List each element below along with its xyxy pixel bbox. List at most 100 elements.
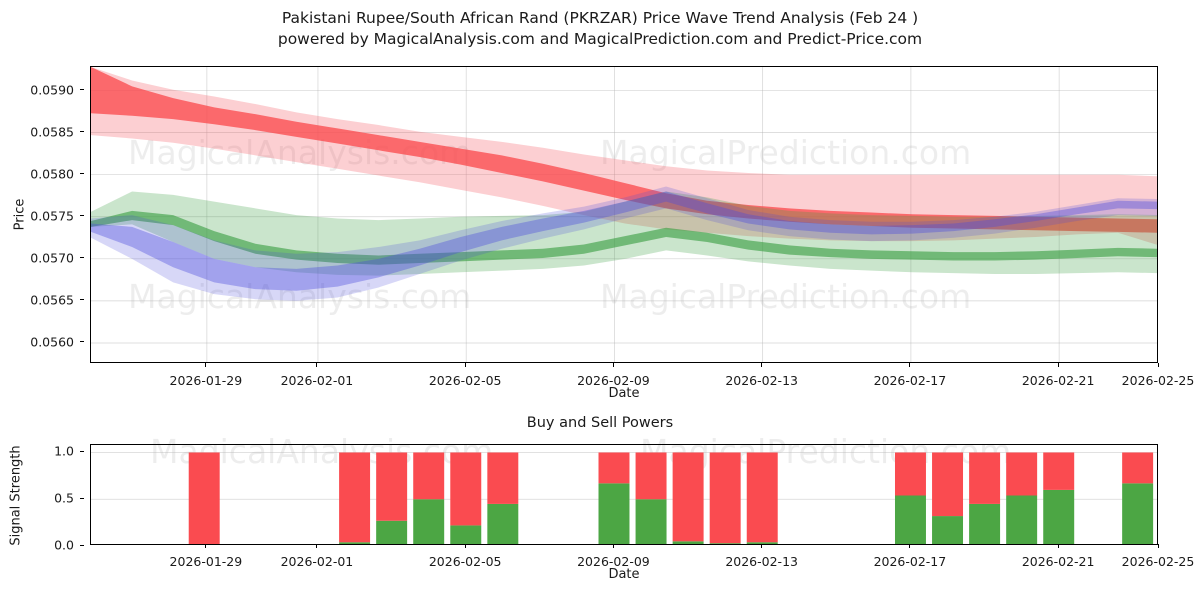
price-x-tick-label: 2026-02-13 <box>725 373 798 388</box>
signal-x-tickmark <box>1157 544 1159 548</box>
price-y-tickmark <box>80 173 84 175</box>
sell-power-bar[interactable] <box>1122 452 1154 484</box>
signal-x-tick-label: 2026-02-21 <box>1021 554 1095 569</box>
price-y-tick-label: 0.0580 <box>30 166 74 182</box>
signal-x-tickmark <box>464 544 466 548</box>
buy-power-bar[interactable] <box>450 525 482 545</box>
buy-power-bar[interactable] <box>709 543 741 545</box>
price-band-green-inner-core <box>91 210 1157 265</box>
buy-power-bar[interactable] <box>672 541 704 545</box>
signal-y-axis-ticks: 0.0 0.5 1.0 <box>0 443 84 553</box>
price-x-tickmark <box>1057 363 1059 367</box>
signal-x-tickmark <box>1057 544 1059 548</box>
signal-x-tickmark <box>316 544 318 548</box>
buy-power-bar[interactable] <box>1122 483 1154 545</box>
price-x-tickmark <box>761 363 763 367</box>
buy-power-bar[interactable] <box>487 503 519 545</box>
price-y-tickmark <box>80 341 84 343</box>
price-y-tickmark <box>80 131 84 133</box>
price-y-tick-label: 0.0585 <box>30 124 74 140</box>
price-y-tick-label: 0.0575 <box>30 208 74 224</box>
price-x-tick-label: 2026-02-25 <box>1121 373 1195 388</box>
price-x-tick-label: 2026-02-17 <box>873 373 947 388</box>
signal-x-tick-label: 2026-02-09 <box>577 554 650 569</box>
price-band-blue-outer <box>91 186 1157 301</box>
buy-power-bar[interactable] <box>598 483 630 545</box>
buy-sell-powers-plot <box>91 452 1157 546</box>
buy-power-bar[interactable] <box>339 542 371 545</box>
price-y-tick-label: 0.0570 <box>30 250 74 266</box>
price-y-tick-label: 0.0560 <box>30 334 74 350</box>
buy-power-bar[interactable] <box>1043 489 1075 545</box>
price-chart-axes <box>90 66 1158 363</box>
sell-power-bar[interactable] <box>413 452 445 500</box>
signal-x-axis-label: Date <box>608 567 640 582</box>
buy-power-bar[interactable] <box>894 495 926 546</box>
price-band-red-inner-core <box>91 67 1157 233</box>
signal-chart-axes <box>90 444 1158 545</box>
buy-power-bar[interactable] <box>635 499 667 545</box>
sell-power-bar[interactable] <box>635 452 667 500</box>
sell-power-bar[interactable] <box>188 452 220 545</box>
signal-y-tickmark <box>80 497 84 499</box>
sell-power-bar[interactable] <box>487 452 519 504</box>
price-y-tickmark <box>80 215 84 217</box>
signal-x-tickmark <box>761 544 763 548</box>
sell-power-bar[interactable] <box>450 452 482 526</box>
signal-x-tick-label: 2026-02-01 <box>280 554 354 569</box>
signal-y-tick-label: 0.5 <box>54 490 74 506</box>
sell-power-bar[interactable] <box>746 452 778 543</box>
sell-power-bar[interactable] <box>1006 452 1038 496</box>
price-x-tickmark <box>205 363 207 367</box>
sell-power-bar[interactable] <box>1043 452 1075 490</box>
sell-power-bar[interactable] <box>339 452 371 543</box>
signal-x-tick-label: 2026-02-05 <box>428 554 502 569</box>
signal-x-tick-label: 2026-01-29 <box>169 554 243 569</box>
price-x-axis-label: Date <box>608 386 640 401</box>
figure-title-line-2: powered by MagicalAnalysis.com and Magic… <box>277 30 923 48</box>
signal-x-tickmark <box>612 544 614 548</box>
buy-power-bar[interactable] <box>969 503 1001 545</box>
buy-power-bar[interactable] <box>746 542 778 545</box>
signal-y-tick-label: 0.0 <box>54 537 74 553</box>
price-x-tickmark <box>612 363 614 367</box>
price-y-tickmark <box>80 257 84 259</box>
sell-power-bar[interactable] <box>894 452 926 496</box>
price-y-tickmark <box>80 89 84 91</box>
sell-power-bar[interactable] <box>376 452 408 521</box>
price-y-axis-ticks: 0.0560 0.0565 0.0570 0.0575 0.0580 0.0585 0.05… <box>0 66 84 363</box>
price-y-tick-label: 0.0565 <box>30 292 74 308</box>
price-x-axis-ticks: 2026-01-29 2026-02-01 2026-02-05 2026-02-09… <box>0 363 1200 388</box>
price-x-tickmark <box>1157 363 1159 367</box>
price-x-tickmark <box>316 363 318 367</box>
buy-sell-powers-title: Buy and Sell Powers <box>526 415 674 431</box>
signal-y-tickmark <box>80 450 84 452</box>
sell-power-bar[interactable] <box>598 452 630 484</box>
figure-title-line-1: Pakistani Rupee/South African Rand (PKRZ… <box>281 9 919 27</box>
price-y-tickmark <box>80 299 84 301</box>
price-band-red-outer-upper <box>91 67 1157 245</box>
buy-power-bar[interactable] <box>376 520 408 545</box>
buy-power-bar[interactable] <box>413 499 445 545</box>
buy-power-bar[interactable] <box>1006 495 1038 546</box>
signal-y-tick-label: 1.0 <box>54 443 74 459</box>
signal-x-tick-label: 2026-02-25 <box>1121 554 1195 569</box>
price-x-tick-label: 2026-02-05 <box>428 373 502 388</box>
price-x-tickmark <box>909 363 911 367</box>
signal-y-axis-label: Signal Strength <box>8 445 24 546</box>
sell-power-bar[interactable] <box>969 452 1001 504</box>
signal-x-tick-label: 2026-02-13 <box>725 554 798 569</box>
price-x-tick-label: 2026-01-29 <box>169 373 243 388</box>
price-x-tick-label: 2026-02-01 <box>280 373 354 388</box>
sell-power-bar[interactable] <box>709 452 741 544</box>
sell-power-bar[interactable] <box>672 452 704 542</box>
signal-x-tickmark <box>205 544 207 548</box>
price-y-axis-label: Price <box>12 198 28 231</box>
signal-y-tickmark <box>80 544 84 546</box>
buy-power-bar[interactable] <box>932 516 964 545</box>
price-x-tick-label: 2026-02-09 <box>577 373 650 388</box>
signal-x-tickmark <box>909 544 911 548</box>
signal-x-axis-ticks: 2026-01-29 2026-02-01 2026-02-05 2026-02-09… <box>0 544 1200 569</box>
sell-power-bar[interactable] <box>932 452 964 517</box>
price-band-blue-inner-core <box>91 191 1157 291</box>
